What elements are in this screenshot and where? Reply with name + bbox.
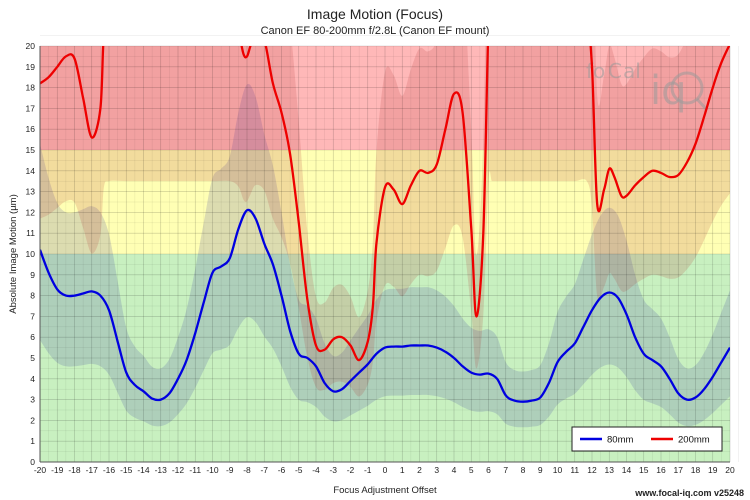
- x-tick-label: -1: [364, 465, 372, 475]
- y-tick-label: 3: [30, 395, 35, 405]
- x-tick-label: 6: [486, 465, 491, 475]
- y-tick-label: 18: [26, 83, 36, 93]
- x-tick-label: 8: [521, 465, 526, 475]
- y-tick-label: 4: [30, 374, 35, 384]
- x-tick-label: 5: [469, 465, 474, 475]
- x-tick-label: 11: [570, 465, 579, 475]
- footer-credit: www.focal-iq.com v25248: [635, 488, 744, 498]
- y-tick-label: 12: [26, 207, 36, 217]
- x-tick-label: -11: [189, 465, 201, 475]
- zone-band-2: [40, 46, 730, 150]
- x-tick-label: -7: [260, 465, 268, 475]
- svg-text:C: C: [608, 59, 622, 83]
- svg-text:al: al: [623, 59, 641, 83]
- y-tick-label: 1: [30, 436, 35, 446]
- x-tick-label: -8: [243, 465, 251, 475]
- legend: 80mm 200mm: [571, 426, 723, 452]
- x-tick-label: -13: [155, 465, 168, 475]
- x-tick-label: 9: [538, 465, 543, 475]
- y-tick-label: 9: [30, 270, 35, 280]
- y-tick-label: 13: [26, 187, 36, 197]
- y-tick-label: 5: [30, 353, 35, 363]
- x-tick-label: -14: [137, 465, 150, 475]
- chart-subtitle: Canon EF 80-200mm f/2.8L (Canon EF mount…: [260, 25, 490, 37]
- variance-band-0: [40, 83, 730, 428]
- x-tick-label: 1: [400, 465, 405, 475]
- y-tick-label: 15: [26, 145, 36, 155]
- series-line-200mm: [40, 46, 730, 362]
- y-tick-label: 10: [26, 249, 36, 259]
- y-tick-label: 14: [26, 166, 36, 176]
- x-tick-label: -20: [34, 465, 47, 475]
- x-tick-label: -15: [120, 465, 133, 475]
- y-tick-label: 6: [30, 332, 35, 342]
- x-tick-label: 10: [553, 465, 563, 475]
- x-tick-label: -3: [329, 465, 337, 475]
- y-tick-label: 7: [30, 311, 35, 321]
- x-tick-label: -16: [103, 465, 116, 475]
- x-tick-label: -9: [226, 465, 234, 475]
- x-tick-label: 13: [605, 465, 615, 475]
- x-tick-label: -12: [172, 465, 185, 475]
- x-tick-label: -6: [278, 465, 286, 475]
- x-tick-label: 4: [452, 465, 457, 475]
- x-tick-label: 15: [639, 465, 649, 475]
- y-tick-label: 16: [26, 124, 36, 134]
- x-tick-label: -5: [295, 465, 303, 475]
- y-tick-label: 20: [26, 41, 36, 51]
- zone-band-1: [40, 150, 730, 254]
- svg-text:fo: fo: [586, 59, 605, 83]
- y-axis-label: Absolute Image Motion (µm): [8, 194, 19, 314]
- x-tick-label: -4: [312, 465, 320, 475]
- y-tick-label: 19: [26, 62, 36, 72]
- x-tick-label: 20: [725, 465, 735, 475]
- x-tick-label: 3: [434, 465, 439, 475]
- x-tick-label: 12: [587, 465, 597, 475]
- x-tick-label: -2: [347, 465, 355, 475]
- y-tick-label: 2: [30, 415, 35, 425]
- x-tick-label: 2: [417, 465, 422, 475]
- x-tick-label: 17: [674, 465, 684, 475]
- x-tick-label: 16: [656, 465, 666, 475]
- legend-label-80mm: 80mm: [607, 435, 633, 446]
- x-tick-label: -18: [68, 465, 81, 475]
- x-tick-label: -19: [51, 465, 64, 475]
- y-tick-label: 17: [26, 103, 36, 113]
- x-tick-label: -17: [86, 465, 99, 475]
- x-tick-label: 14: [622, 465, 632, 475]
- x-tick-label: 19: [708, 465, 718, 475]
- chart-title: Image Motion (Focus): [306, 6, 444, 22]
- variance-band-1: [40, 46, 730, 397]
- y-tick-label: 11: [26, 228, 35, 238]
- x-tick-label: -10: [206, 465, 219, 475]
- y-tick-label: 0: [30, 457, 35, 467]
- series-line-80mm: [40, 208, 730, 403]
- legend-label-200mm: 200mm: [678, 435, 710, 446]
- y-tick-label: 8: [30, 291, 35, 301]
- x-tick-label: 18: [691, 465, 701, 475]
- x-axis-label: Focus Adjustment Offset: [333, 485, 437, 496]
- x-tick-label: 7: [503, 465, 508, 475]
- x-tick-label: 0: [383, 465, 388, 475]
